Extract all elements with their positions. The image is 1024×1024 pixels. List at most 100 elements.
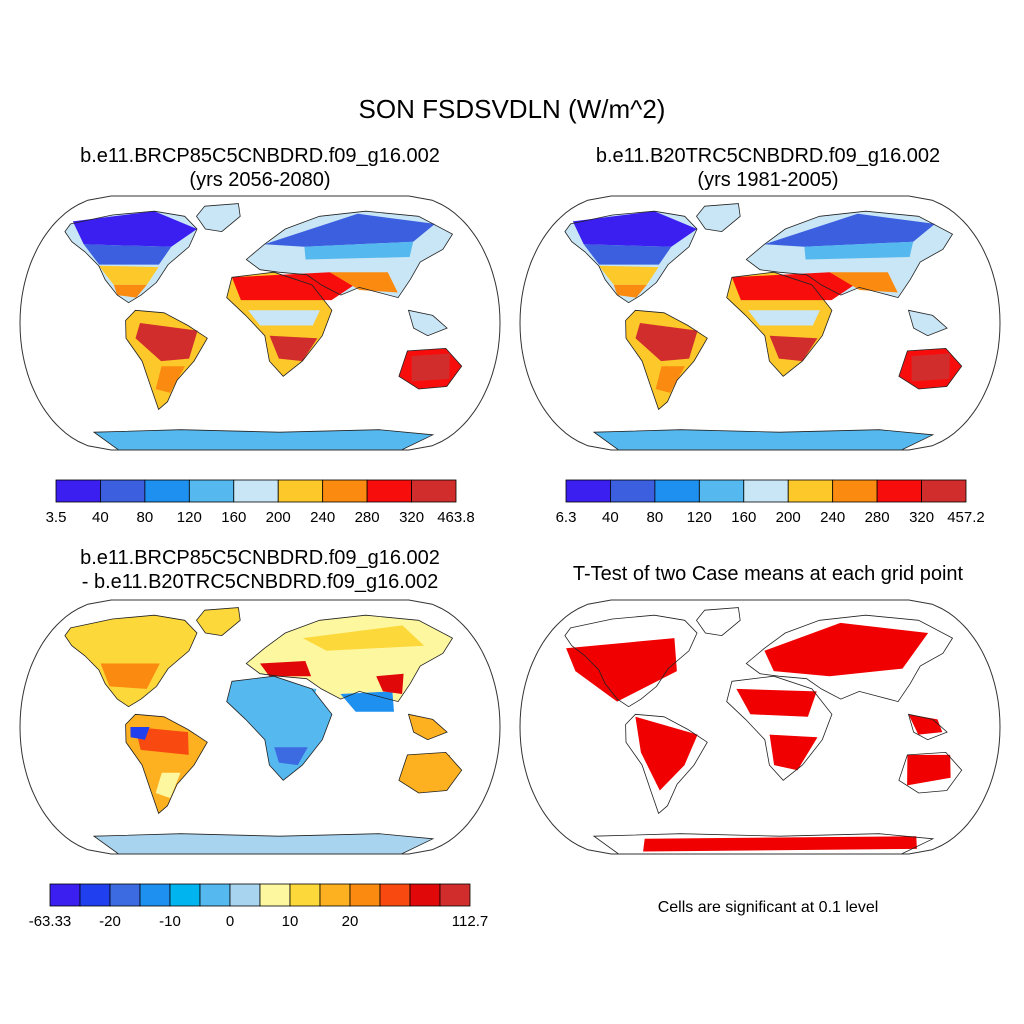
field-patch: [130, 727, 150, 740]
colorbar-label: 40: [92, 509, 109, 526]
panel1-title: b.e11.BRCP85C5CNBDRD.f09_g16.002 (yrs 20…: [20, 144, 500, 192]
field-patch: [83, 622, 188, 644]
region-greenland: [696, 203, 741, 232]
colorbar-swatch: [409, 883, 441, 907]
colorbar-swatch: [79, 883, 111, 907]
colorbar-label: -20: [99, 913, 121, 930]
land-layer: [564, 203, 963, 450]
colorbar-label: 10: [282, 913, 299, 930]
colorbar-swatch: [565, 479, 611, 503]
colorbar-swatch: [109, 883, 141, 907]
colorbar-swatch: [289, 883, 321, 907]
coastline-africa: [726, 675, 833, 781]
coastline-antarctica: [592, 429, 935, 450]
colorbar-swatch: [610, 479, 656, 503]
colorbar-difference: -63.33 -20 -10 0 10 20 112.7: [29, 883, 488, 930]
land-layer: [564, 607, 963, 854]
region-seasia: [908, 310, 948, 336]
colorbar-label: 6.3: [556, 509, 577, 526]
colorbar-swatch: [787, 479, 834, 503]
colorbar-swatch: [188, 479, 235, 503]
panel4-title: T-Test of two Case means at each grid po…: [528, 562, 1008, 586]
colorbar-swatch: [322, 479, 368, 503]
colorbar-label: 20: [342, 913, 359, 930]
region-antarctica: [594, 429, 933, 450]
colorbar-swatch: [698, 479, 745, 503]
field-patch: [98, 265, 159, 285]
colorbar-label: 3.5: [46, 509, 67, 526]
field-patch: [340, 691, 394, 712]
colorbar-label: 112.7: [452, 913, 488, 930]
field-patch: [241, 683, 317, 715]
field-patch: [907, 754, 951, 786]
field-patch: [72, 211, 197, 247]
map-panel-ttest: [519, 599, 1001, 855]
panel1-title-line1: b.e11.BRCP85C5CNBDRD.f09_g16.002: [80, 145, 440, 167]
field-patch: [411, 353, 450, 382]
panel3-title-line2: - b.e11.B20TRC5CNBDRD.f09_g16.002: [81, 571, 439, 593]
field-patch: [155, 366, 185, 393]
field-patch: [135, 727, 189, 755]
field-patch: [769, 734, 818, 771]
colorbar-swatch: [233, 479, 279, 503]
coastline-namerica: [64, 210, 198, 304]
significance-note: Cells are significant at 0.1 level: [657, 899, 879, 916]
coastline-eurasia: [745, 210, 954, 299]
panel2-title-line1: b.e11.B20TRC5CNBDRD.f09_g16.002: [595, 145, 941, 167]
field-patch: [736, 688, 817, 717]
coastline-greenland: [196, 203, 241, 233]
region-greenland: [196, 203, 241, 232]
field-patch: [635, 716, 698, 791]
field-patch: [764, 213, 935, 247]
colorbar-label: 40: [602, 509, 619, 526]
coastline-africa: [726, 271, 833, 377]
map-border: [19, 195, 501, 451]
field-patch: [908, 714, 943, 735]
field-patch: [113, 284, 147, 298]
colorbar-label: -10: [159, 913, 181, 930]
colorbar-label: 160: [221, 509, 246, 526]
coastline-eurasia: [245, 614, 454, 703]
colorbar-swatch: [439, 883, 471, 907]
map-panel-future: [19, 195, 501, 451]
coastline-eurasia: [745, 614, 954, 703]
region-greenland: [196, 607, 241, 636]
field-patch: [572, 211, 697, 247]
field-patch: [583, 244, 672, 265]
panel4-title-line1: T-Test of two Case means at each grid po…: [572, 563, 964, 585]
colorbar-swatch: [876, 479, 922, 503]
field-patch: [248, 310, 320, 326]
coastline-eurasia: [245, 210, 454, 299]
map-panel-difference: [19, 599, 501, 855]
field-patch: [411, 754, 451, 783]
field-patch: [83, 244, 172, 265]
colorbar-label: 80: [137, 509, 154, 526]
colorbar-swatch: [319, 883, 351, 907]
colorbar-swatch: [144, 479, 190, 503]
field-patch: [643, 836, 917, 852]
field-patch: [302, 625, 425, 651]
colorbar-label: 320: [909, 509, 934, 526]
colorbar-label: 240: [820, 509, 845, 526]
field-patch: [731, 272, 855, 301]
colorbar-label: 463.8: [437, 509, 475, 526]
colorbar-swatch: [743, 479, 789, 503]
field-patch: [748, 310, 820, 326]
colorbar-swatch: [100, 479, 146, 503]
coastline-antarctica: [92, 833, 435, 854]
colorbar-swatch: [654, 479, 700, 503]
field-patch: [264, 213, 435, 247]
region-seasia: [408, 310, 448, 336]
colorbar-label: 280: [865, 509, 890, 526]
field-patch: [376, 673, 404, 694]
colorbar-swatch: [832, 479, 878, 503]
colorbar-swatch: [199, 883, 231, 907]
field-patch: [566, 638, 677, 702]
field-patch: [269, 335, 318, 362]
map-border: [519, 195, 1001, 451]
coastline-australia: [898, 751, 963, 794]
colorbar-swatch: [169, 883, 201, 907]
colorbar-label: 160: [731, 509, 756, 526]
field-patch: [804, 241, 914, 260]
coastline-greenland: [196, 607, 241, 637]
